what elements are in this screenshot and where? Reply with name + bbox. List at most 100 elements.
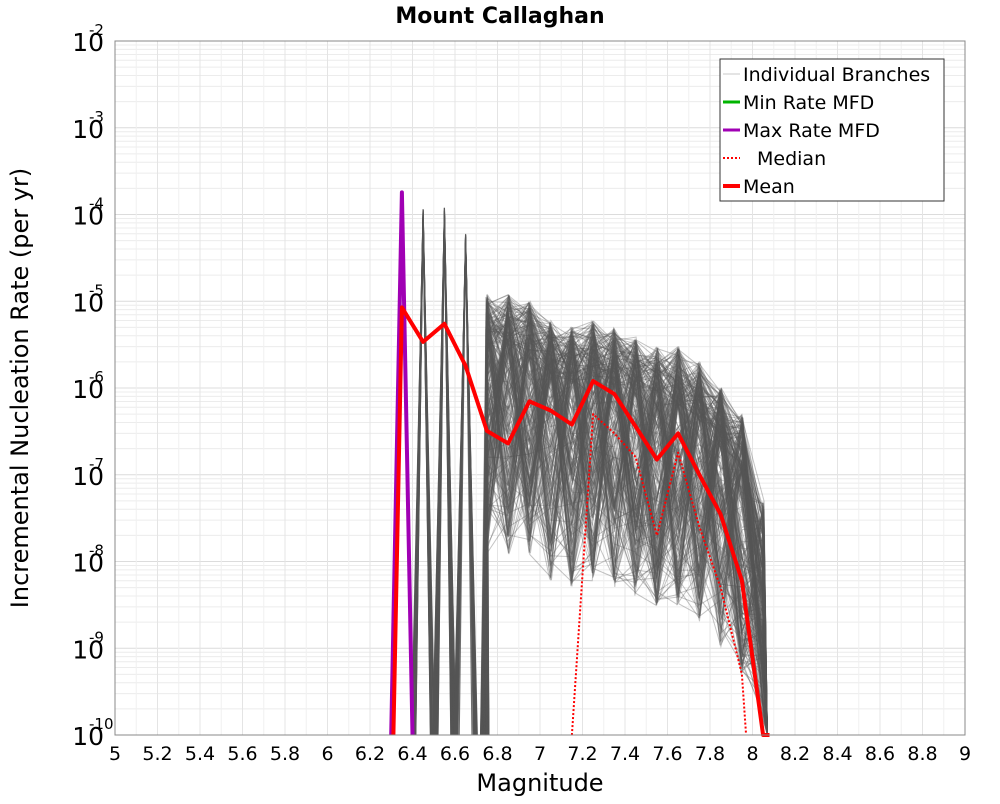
branch-line <box>486 294 768 736</box>
branch-line <box>482 353 768 736</box>
branch-line <box>481 328 768 736</box>
x-tick-label: 8 <box>746 743 758 765</box>
branch-line <box>485 329 768 736</box>
branch-line <box>484 318 768 736</box>
branch-line <box>486 307 768 736</box>
branch-line <box>481 304 768 736</box>
branch-line <box>483 376 768 736</box>
branch-line <box>482 352 768 736</box>
branch-line <box>486 330 768 736</box>
branch-line <box>486 325 768 736</box>
y-axis-label: Incremental Nucleation Rate (per yr) <box>6 168 34 608</box>
branch-line <box>483 340 768 736</box>
y-tick-label: 10-9 <box>72 628 104 664</box>
branch-line <box>481 313 768 736</box>
x-tick-label: 7 <box>534 743 546 765</box>
branch-line <box>483 328 768 736</box>
branch-line <box>486 351 768 736</box>
branch-line <box>481 301 768 736</box>
branch-line <box>486 295 768 736</box>
branch-line <box>485 315 768 736</box>
branch-line <box>485 346 768 736</box>
branch-line <box>486 305 768 736</box>
branch-line <box>486 328 768 736</box>
branch-line <box>483 320 768 736</box>
branch-line <box>486 314 768 736</box>
branch-line <box>485 297 768 736</box>
branch-line <box>486 321 768 736</box>
y-tick-exponent: -8 <box>89 542 104 560</box>
branch-line <box>482 330 768 736</box>
branch-line <box>484 309 768 736</box>
legend-label: Max Rate MFD <box>743 120 880 142</box>
branch-line <box>485 299 768 736</box>
branch-line <box>480 307 768 736</box>
branch-line <box>485 316 768 736</box>
branch-line <box>487 314 768 736</box>
branch-line <box>486 294 768 736</box>
branch-line <box>485 330 768 736</box>
branch-line <box>486 332 768 736</box>
branch-line <box>487 300 768 736</box>
y-tick-base: 10 <box>72 722 104 751</box>
branch-line <box>482 340 768 736</box>
branch-line <box>485 345 768 736</box>
branch-line <box>485 360 768 736</box>
branch-line <box>482 319 768 736</box>
branch-line <box>485 346 768 736</box>
x-tick-label: 9 <box>959 743 971 765</box>
branch-line <box>484 316 768 736</box>
branch-line <box>484 327 768 736</box>
branch-line <box>486 298 768 736</box>
branch-spike-line <box>434 207 455 736</box>
y-tick-exponent: -3 <box>89 108 104 126</box>
branch-line <box>482 301 768 736</box>
branch-line <box>482 306 768 736</box>
branch-line <box>482 346 768 736</box>
y-tick-label: 10-3 <box>72 108 104 144</box>
branch-line <box>480 315 768 736</box>
y-tick-exponent: -9 <box>89 628 104 646</box>
branch-line <box>486 322 768 736</box>
branch-line <box>484 307 768 736</box>
branch-line <box>485 336 768 736</box>
branch-line <box>485 305 768 736</box>
branch-line <box>482 297 768 736</box>
y-tick-exponent: -2 <box>89 21 104 39</box>
branch-line <box>486 347 768 736</box>
series-lines <box>389 190 770 737</box>
branch-line <box>480 314 768 736</box>
branch-line <box>481 319 768 736</box>
branch-line <box>486 337 768 736</box>
branch-line <box>482 303 768 736</box>
branch-line <box>485 332 768 736</box>
plot-frame <box>114 40 966 736</box>
y-tick-label: 10-10 <box>72 715 113 751</box>
branch-line <box>484 331 768 736</box>
branch-line <box>484 293 768 736</box>
branch-spike-line <box>411 213 435 736</box>
branch-line <box>486 299 768 736</box>
branch-line <box>485 309 768 736</box>
branch-line <box>483 296 768 736</box>
x-tick-label: 6.8 <box>482 743 512 765</box>
branch-line <box>485 322 768 736</box>
x-tick-label: 5.2 <box>142 743 172 765</box>
branch-line <box>482 322 768 736</box>
branch-line <box>482 313 768 736</box>
branch-line <box>482 294 768 736</box>
branch-line <box>486 311 768 736</box>
branch-line <box>485 310 768 736</box>
x-tick-label: 6 <box>321 743 333 765</box>
branch-line <box>482 299 768 736</box>
branch-line <box>482 302 768 736</box>
branch-line <box>485 316 768 736</box>
y-tick-label: 10-7 <box>72 455 104 491</box>
branch-line <box>485 328 768 736</box>
branch-line <box>483 322 768 736</box>
branch-line <box>480 342 768 736</box>
chart-title: Mount Callaghan <box>395 4 604 29</box>
y-tick-base: 10 <box>72 635 104 664</box>
branch-line <box>481 322 768 736</box>
branch-line <box>486 296 768 736</box>
